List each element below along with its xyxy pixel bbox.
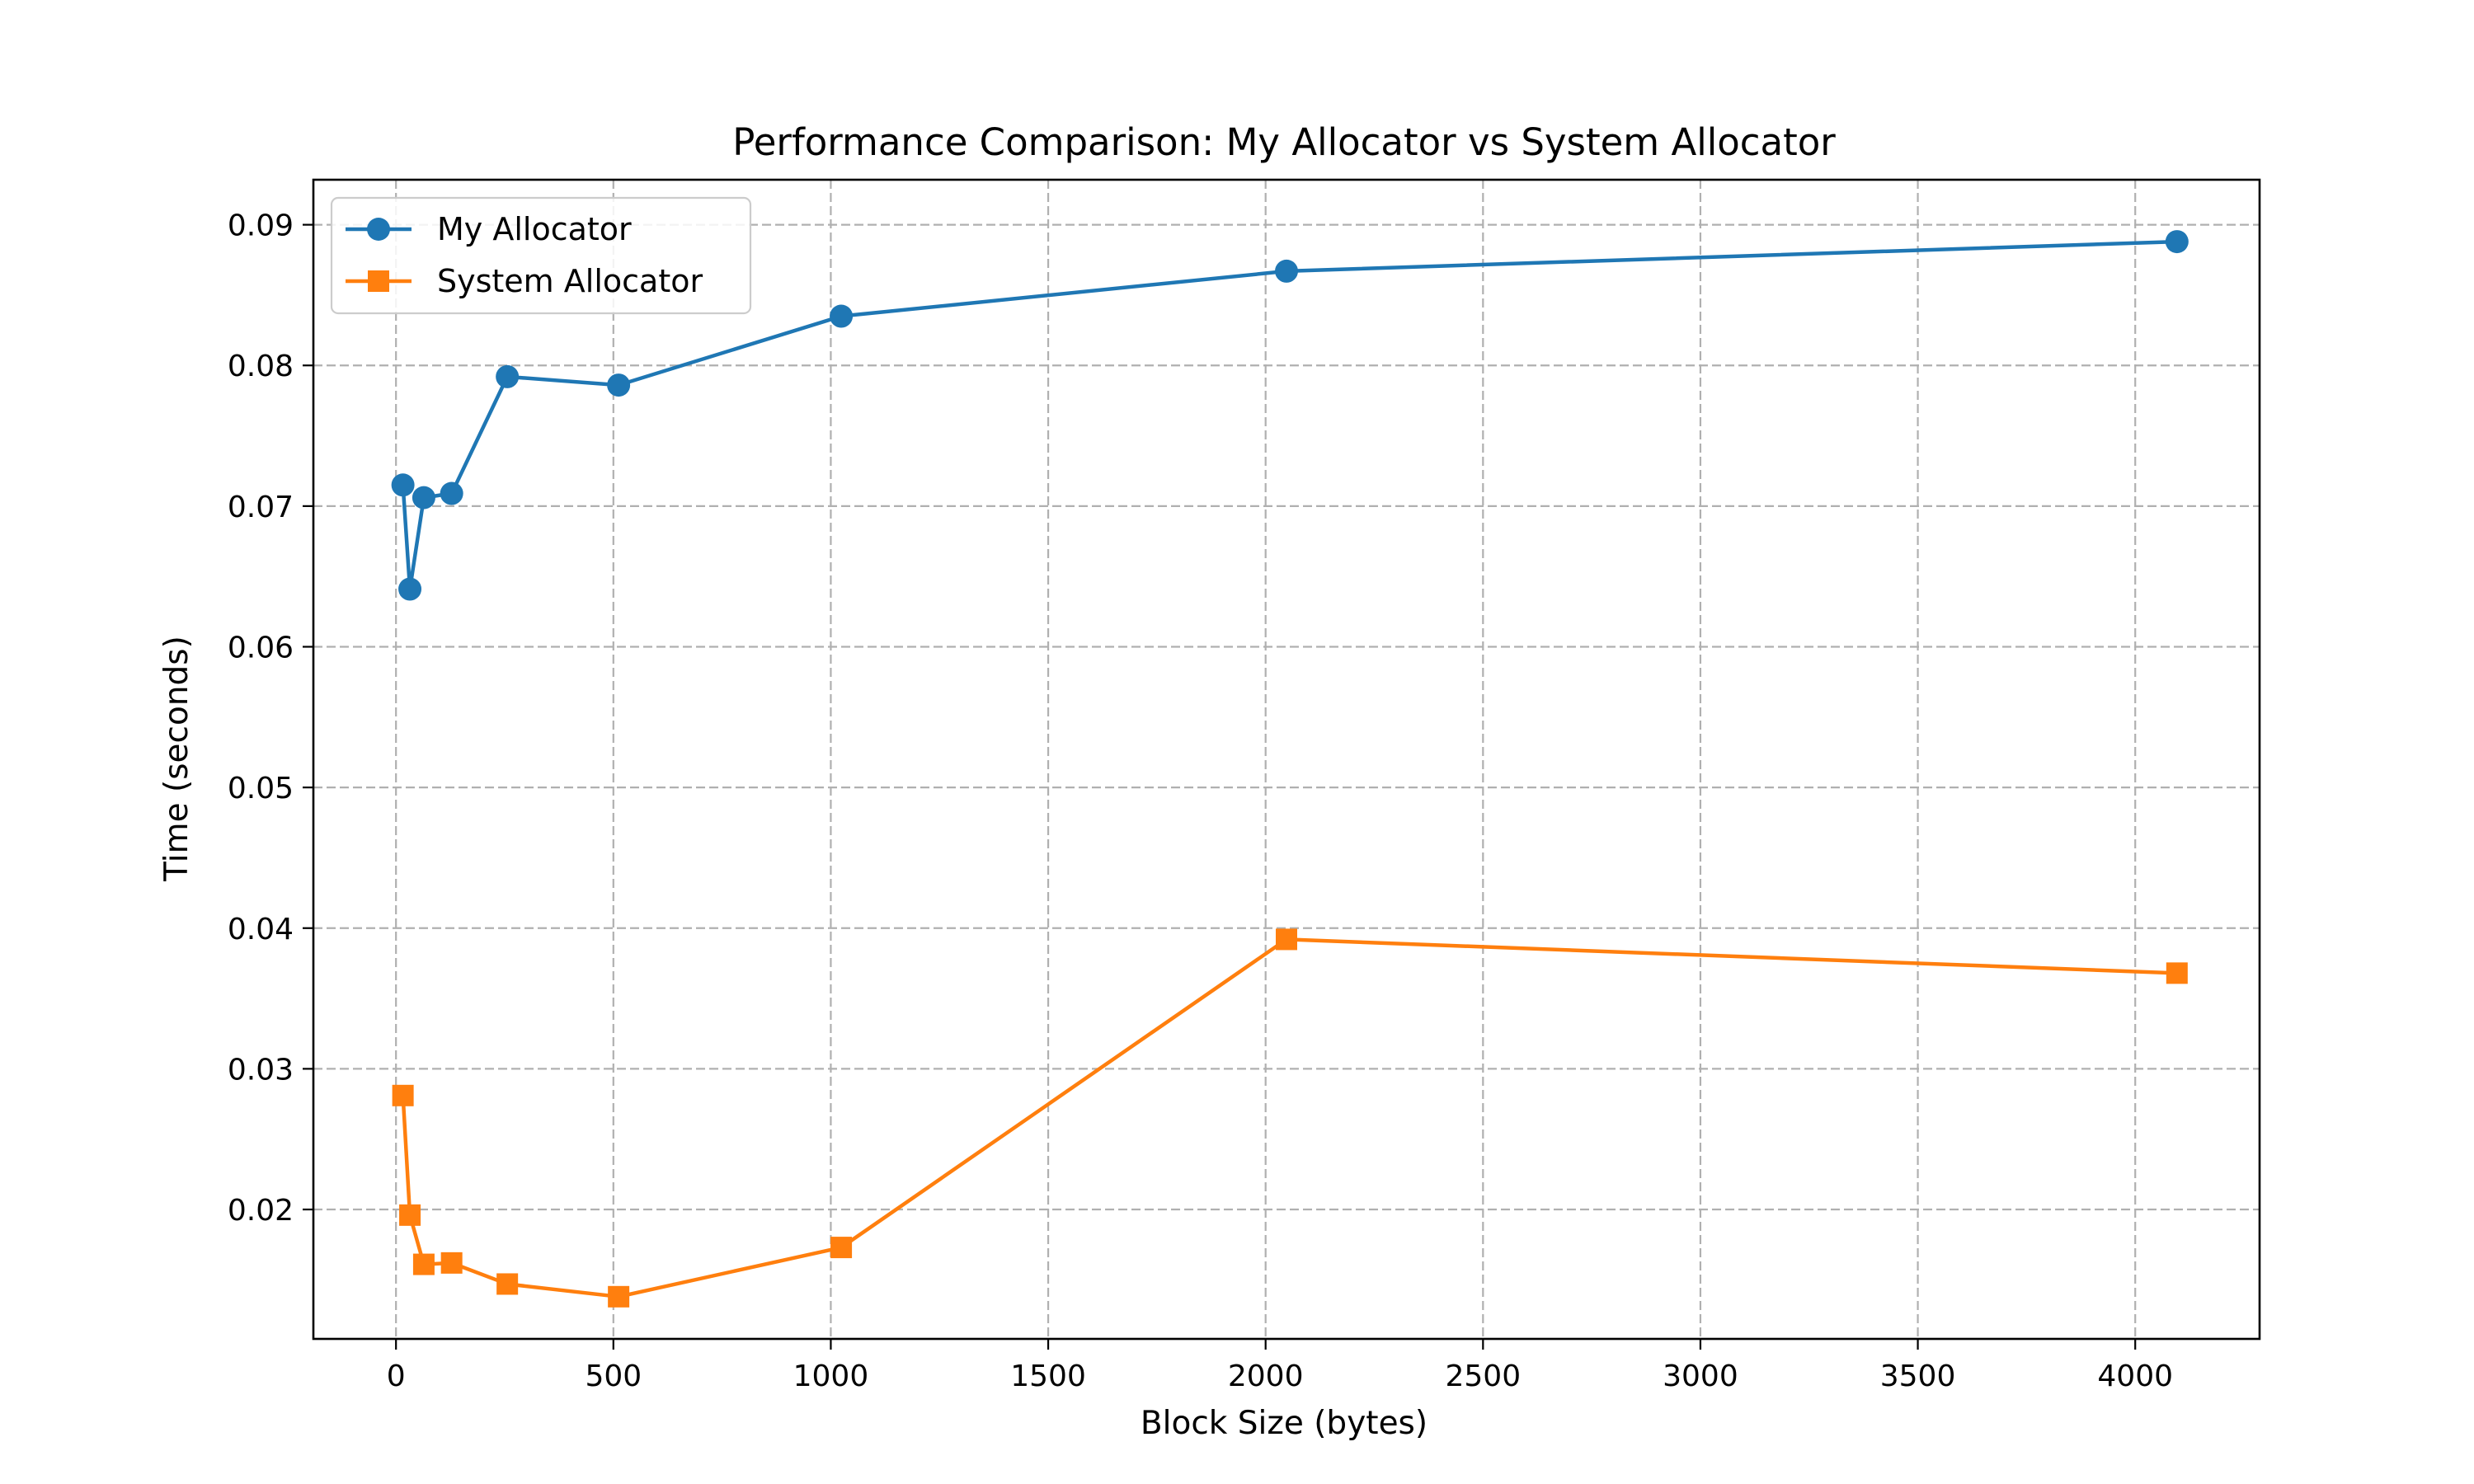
chart-title: Performance Comparison: My Allocator vs … (732, 120, 1836, 164)
system-allocator-point (2166, 962, 2188, 984)
my-allocator-point (496, 364, 520, 388)
legend-box (330, 196, 752, 315)
system-allocator-point (440, 1252, 463, 1274)
legend-item-my-allocator: My Allocator (346, 211, 632, 247)
y-axis-label: Time (seconds) (158, 636, 195, 882)
x-tick-label: 2500 (1446, 1360, 1522, 1393)
system-allocator-point (399, 1204, 421, 1226)
x-tick-label: 4000 (2097, 1360, 2173, 1393)
series-layer (391, 230, 2189, 1308)
my-allocator-point (440, 481, 463, 505)
legend: My Allocator System Allocator (330, 196, 752, 315)
legend-label: My Allocator (437, 211, 632, 247)
y-tick-label: 0.07 (228, 491, 294, 524)
legend-item-system-allocator: System Allocator (346, 263, 703, 299)
my-allocator-point (398, 577, 422, 601)
y-tick-label: 0.03 (228, 1053, 294, 1087)
system-allocator-point (830, 1237, 853, 1259)
x-tick-label: 3500 (1880, 1360, 1956, 1393)
my-allocator-point (830, 304, 854, 328)
system-allocator-point (608, 1285, 630, 1308)
legend-label: System Allocator (437, 263, 703, 299)
y-tick-label: 0.02 (228, 1194, 294, 1228)
legend-marker (368, 270, 389, 292)
x-tick-label: 1500 (1010, 1360, 1086, 1393)
system-allocator-point (1276, 928, 1297, 951)
x-tick-label: 500 (585, 1360, 642, 1393)
plot-frame (312, 178, 2261, 1341)
system-allocator-point (392, 1084, 414, 1106)
y-tick-label: 0.05 (228, 772, 294, 805)
series-system-allocator (392, 928, 2188, 1308)
grid-lines (313, 180, 2260, 1339)
series-my-allocator (391, 230, 2189, 601)
system-allocator-line (401, 937, 2177, 1299)
my-allocator-point (412, 486, 435, 510)
my-allocator-point (1275, 259, 1298, 283)
y-tick-label: 0.04 (228, 913, 294, 946)
axis-ticks: 0 500 1000 1500 2000 2500 3000 3500 4000 0.02 0.03… (228, 209, 2173, 1393)
my-allocator-point (391, 473, 415, 497)
x-tick-label: 3000 (1663, 1360, 1738, 1393)
x-tick-label: 1000 (793, 1360, 869, 1393)
y-tick-label: 0.09 (228, 209, 294, 243)
x-tick-label: 0 (387, 1360, 406, 1393)
system-allocator-point (412, 1253, 435, 1275)
x-tick-label: 2000 (1228, 1360, 1304, 1393)
y-tick-label: 0.06 (228, 631, 294, 665)
legend-marker (367, 218, 390, 241)
system-allocator-point (496, 1273, 519, 1295)
y-tick-label: 0.08 (228, 350, 294, 383)
my-allocator-point (2165, 230, 2189, 254)
my-allocator-point (607, 373, 631, 397)
x-axis-label: Block Size (bytes) (1141, 1405, 1427, 1442)
